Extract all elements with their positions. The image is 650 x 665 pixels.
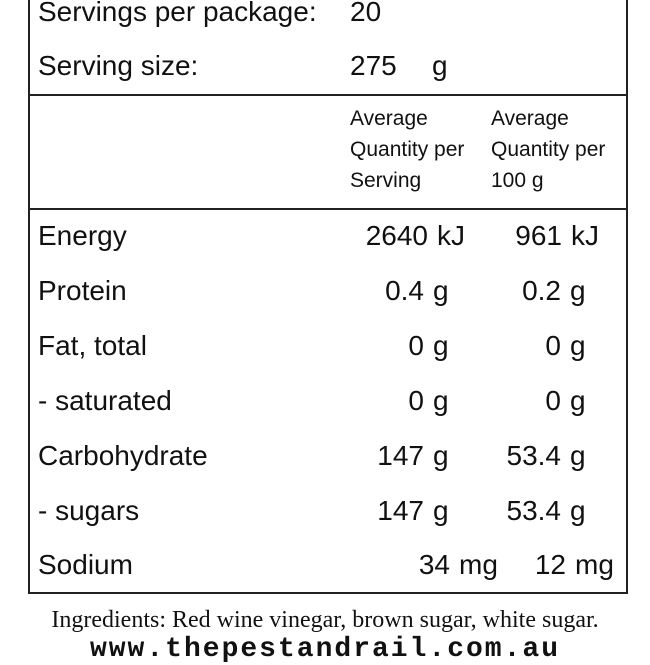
nutrient-name: Fat, total [38, 330, 147, 361]
per-100g-value: 961 [515, 220, 562, 251]
per-serving-unit: g [433, 385, 449, 416]
per-100g-value: 0.2 [522, 275, 561, 306]
servings-per-package-value: 20 [350, 0, 382, 27]
serving-size-value: 275 [350, 50, 397, 81]
serving-size-unit: g [432, 50, 448, 81]
serving-size-label: Serving size: [38, 50, 199, 81]
per-serving-value: 0 [408, 385, 424, 416]
per-100g-value: 0 [545, 330, 561, 361]
per-serving-value: 34 [418, 549, 450, 580]
per-serving-unit: g [433, 275, 449, 306]
per-serving-unit: kJ [437, 220, 465, 251]
nutrient-name: Carbohydrate [38, 440, 208, 471]
per-100g-unit: g [570, 275, 586, 306]
per-serving-unit: g [433, 330, 449, 361]
per-100g-unit: g [570, 330, 586, 361]
per-serving-value: 0 [408, 330, 424, 361]
per-serving-value: 147 [377, 495, 424, 526]
per-100g-unit: g [570, 495, 586, 526]
nutrient-name: Protein [38, 275, 127, 306]
per-serving-value: 147 [377, 440, 424, 471]
per-100g-value: 53.4 [506, 495, 562, 526]
per-100g-unit: kJ [571, 220, 599, 251]
per-100g-value: 0 [545, 385, 561, 416]
nutrition-information-panel: Servings per package: 20 Serving size: 2… [28, 0, 628, 594]
nutrient-name: Sodium [38, 549, 133, 580]
per-serving-unit: g [433, 440, 449, 471]
per-serving-value: 0.4 [385, 275, 424, 306]
servings-per-package-label: Servings per package: [38, 0, 317, 27]
per-serving-unit: g [433, 495, 449, 526]
per-100g-unit: mg [575, 549, 614, 580]
per-serving-value: 2640 [365, 220, 428, 251]
website-url: www.thepestandrail.com.au [89, 634, 561, 665]
nutrient-name: - sugars [38, 495, 140, 526]
column-header-per-serving: Average Quantity per Serving [350, 107, 465, 192]
per-100g-unit: g [570, 440, 586, 471]
per-serving-unit: mg [459, 549, 498, 580]
column-header-per-100g: Average Quantity per 100 g [491, 107, 606, 192]
nutrient-name: Energy [38, 220, 127, 251]
per-100g-value: 12 [534, 549, 566, 580]
divider-top [30, 94, 626, 96]
ingredients-text: Ingredients: Red wine vinegar, brown sug… [51, 607, 599, 633]
per-100g-unit: g [570, 385, 586, 416]
nutrient-name: - saturated [38, 385, 172, 416]
divider-header [30, 208, 626, 210]
per-100g-value: 53.4 [506, 440, 562, 471]
